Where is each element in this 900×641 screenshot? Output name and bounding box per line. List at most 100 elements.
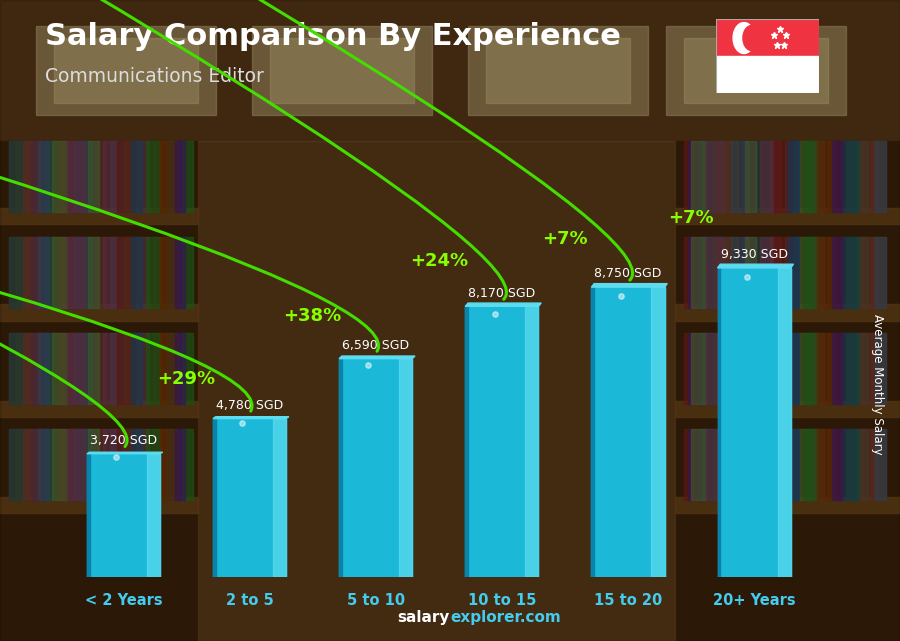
Bar [67,141,85,212]
Bar [88,333,99,404]
Bar [95,333,106,404]
Polygon shape [717,268,791,577]
Bar [828,333,842,404]
Bar [110,429,124,500]
Bar [16,333,31,404]
Bar [23,429,41,500]
Bar [131,333,142,404]
Bar [770,237,781,308]
Bar [160,333,178,404]
Bar [182,237,193,308]
Text: 8,750 SGD: 8,750 SGD [594,267,662,281]
Bar [153,141,167,212]
Bar [9,237,20,308]
Bar [182,333,193,404]
Bar [745,237,756,308]
Bar [846,141,860,212]
Bar [785,141,799,212]
Bar [788,141,799,212]
Bar [146,237,160,308]
Point [487,310,501,320]
Bar [770,141,781,212]
Bar [486,38,630,103]
Polygon shape [778,268,791,577]
Bar [52,141,63,212]
Bar [675,208,900,224]
Bar [803,141,817,212]
Bar [760,333,774,404]
Bar [52,429,63,500]
Polygon shape [526,306,538,577]
Bar [81,333,99,404]
Bar [727,237,738,308]
Bar [675,497,900,513]
Bar [860,429,878,500]
Bar [23,141,41,212]
Bar [742,141,756,212]
Polygon shape [591,283,667,287]
Bar [9,333,20,404]
Bar [760,429,774,500]
Bar [146,333,160,404]
Circle shape [734,22,755,53]
Bar [9,333,23,404]
Bar [842,237,860,308]
Bar [803,237,817,308]
Text: explorer.com: explorer.com [450,610,561,625]
Bar [153,237,167,308]
Bar [9,429,20,500]
Bar [74,141,92,212]
Bar [688,141,706,212]
Bar [23,333,41,404]
Bar [74,237,92,308]
Bar [124,237,142,308]
Bar [684,38,828,103]
Polygon shape [86,454,160,577]
Bar [117,141,135,212]
Bar [146,429,160,500]
Bar [785,429,799,500]
Bar [0,497,198,513]
Bar [756,333,774,404]
Bar [9,141,23,212]
Bar [146,141,160,212]
Bar [153,333,167,404]
Bar [875,333,886,404]
Bar [871,429,886,500]
Bar [745,429,756,500]
Bar [698,429,713,500]
Bar [124,333,142,404]
Bar [23,429,38,500]
Bar [468,26,648,115]
Bar [774,429,792,500]
Bar [117,429,135,500]
Bar [67,333,85,404]
Bar [16,429,31,500]
Polygon shape [399,359,412,577]
Text: Average Monthly Salary: Average Monthly Salary [871,314,884,455]
Text: Salary Comparison By Experience: Salary Comparison By Experience [45,22,621,51]
Bar [727,333,738,404]
Polygon shape [86,452,163,454]
Bar [817,237,835,308]
Bar [270,38,414,103]
Bar [832,141,842,212]
Bar [95,429,106,500]
Bar [871,333,886,404]
Bar [16,237,31,308]
Bar [31,141,49,212]
Text: 9,330 SGD: 9,330 SGD [721,248,788,262]
Bar [110,333,124,404]
Bar [9,429,23,500]
Bar [139,333,149,404]
Bar [846,429,860,500]
Bar [88,237,99,308]
Bar [117,237,135,308]
Bar [702,429,713,500]
Bar [706,429,724,500]
Bar [832,333,842,404]
Bar [160,429,178,500]
Text: +38%: +38% [284,307,342,325]
Text: 4,780 SGD: 4,780 SGD [216,399,284,412]
Point [740,272,754,282]
